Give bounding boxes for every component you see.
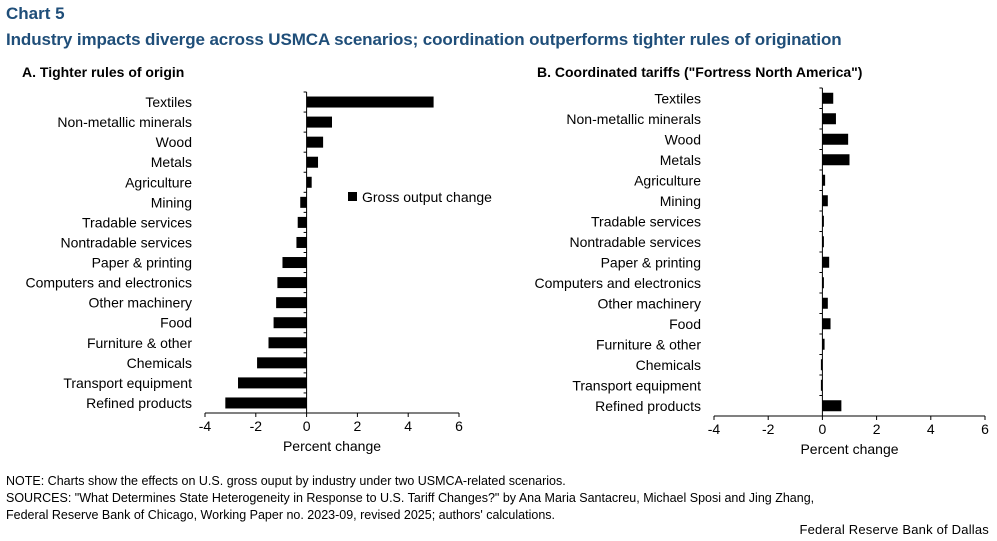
panel-a-x-tick-label: 6 <box>455 418 463 434</box>
panel-b-category-label: Paper & printing <box>601 254 701 270</box>
credit-text: Federal Reserve Bank of Dallas <box>799 522 989 537</box>
panel-b-x-axis-label: Percent change <box>800 441 898 457</box>
panel-b-category-label: Textiles <box>654 90 701 106</box>
panel-a-category-label: Refined products <box>86 395 192 411</box>
panel-a-x-tick-label: 4 <box>404 418 412 434</box>
panel-b-category-label: Wood <box>665 131 701 147</box>
panel-a-category-label: Tradable services <box>82 214 192 230</box>
panel-b-bar <box>822 297 828 309</box>
sources-line-2: Federal Reserve Bank of Chicago, Working… <box>6 508 555 522</box>
panel-a-x-tick-label: 2 <box>354 418 362 434</box>
panel-a-category-label: Computers and electronics <box>25 275 192 291</box>
panel-a-category-label: Transport equipment <box>63 375 192 391</box>
panel-b-bar <box>822 195 828 207</box>
chart-title: Industry impacts diverge across USMCA sc… <box>6 30 842 49</box>
panel-b-bar <box>822 92 834 104</box>
panel-b-bar <box>822 113 836 125</box>
panel-a-bar <box>276 297 307 309</box>
panel-b-bar <box>820 359 823 371</box>
panel-b-bar <box>822 318 831 330</box>
panel-a-bar <box>300 196 307 208</box>
panel-b-category-label: Other machinery <box>598 295 701 311</box>
panel-b-category-label: Metals <box>660 152 701 168</box>
panel-a-x-tick-label: -2 <box>250 418 263 434</box>
panel-b-x-tick-label: 6 <box>981 421 989 437</box>
sources-line-1: SOURCES: "What Determines State Heteroge… <box>6 491 815 505</box>
panel-a-bar <box>296 236 307 248</box>
panel-a-x-axis-label: Percent change <box>283 438 381 454</box>
panel-b-x-tick-label: 0 <box>819 421 827 437</box>
panel-b-category-label: Mining <box>660 193 701 209</box>
panel-a-x-tick-label: 0 <box>303 418 311 434</box>
panel-b-title: B. Coordinated tariffs ("Fortress North … <box>537 64 863 80</box>
panel-a-title: A. Tighter rules of origin <box>22 64 185 80</box>
panel-a-bar <box>306 176 312 188</box>
panel-b-bar <box>822 400 842 412</box>
panel-a-category-label: Wood <box>156 134 192 150</box>
panel-a-legend-swatch <box>348 192 357 201</box>
panel-a-category-label: Food <box>160 315 192 331</box>
panel-b-category-label: Tradable services <box>591 213 701 229</box>
panel-a-bar <box>277 277 307 289</box>
panel-a-bar <box>238 377 307 389</box>
panel-a-bar <box>306 136 324 148</box>
panel-b-bar <box>822 215 824 227</box>
panel-a-bar <box>306 156 319 168</box>
panel-a-bar <box>257 357 307 369</box>
panel-a-category-label: Textiles <box>145 94 192 110</box>
panel-b-category-label: Transport equipment <box>572 377 701 393</box>
panel-a-category-label: Furniture & other <box>87 335 192 351</box>
panel-a-bar <box>273 317 307 329</box>
panel-a-category-label: Nontradable services <box>60 234 192 250</box>
panel-b-category-label: Computers and electronics <box>534 275 701 291</box>
panel-b-category-label: Nontradable services <box>569 234 701 250</box>
panel-b-bar <box>822 174 826 186</box>
panel-b-category-label: Non-metallic minerals <box>566 111 701 127</box>
panel-a-x-tick-label: -4 <box>199 418 212 434</box>
panel-a-category-label: Metals <box>151 154 192 170</box>
panel-b-category-label: Food <box>669 316 701 332</box>
panel-b-bar <box>820 379 823 391</box>
panel-b-category-label: Chemicals <box>636 357 701 373</box>
panel-b-category-label: Refined products <box>595 398 701 414</box>
panel-a-bar <box>282 257 307 269</box>
panel-b-bar <box>822 236 824 248</box>
panel-a-bar <box>297 216 307 228</box>
panel-b-category-label: Agriculture <box>634 172 701 188</box>
panel-b-bar <box>822 277 824 289</box>
footnotes: NOTE: Charts show the effects on U.S. gr… <box>6 473 966 524</box>
panel-b-bar <box>822 154 850 166</box>
panel-b-x-tick-label: -4 <box>708 421 721 437</box>
panel-a-bar <box>306 116 332 128</box>
panel-a-category-label: Agriculture <box>125 174 192 190</box>
panel-a-bar <box>268 337 307 349</box>
panel-a-category-label: Non-metallic minerals <box>57 114 192 130</box>
panel-a-category-label: Mining <box>151 194 192 210</box>
panel-b-bar <box>822 256 830 268</box>
panel-b-bar <box>822 133 849 145</box>
panel-a-category-label: Other machinery <box>89 295 192 311</box>
panel-b-bar <box>822 338 825 350</box>
panel-a-bar <box>225 397 307 409</box>
chart-label: Chart 5 <box>6 4 65 23</box>
panel-a-category-label: Paper & printing <box>92 255 192 271</box>
panel-b-x-tick-label: -2 <box>762 421 775 437</box>
panel-a-bar <box>306 96 434 108</box>
panel-b-x-tick-label: 2 <box>873 421 881 437</box>
note-text: NOTE: Charts show the effects on U.S. gr… <box>6 474 566 488</box>
panel-b-x-tick-label: 4 <box>927 421 935 437</box>
panel-a-legend-label: Gross output change <box>362 189 492 205</box>
panel-a-category-label: Chemicals <box>127 355 192 371</box>
panel-b-category-label: Furniture & other <box>596 336 701 352</box>
